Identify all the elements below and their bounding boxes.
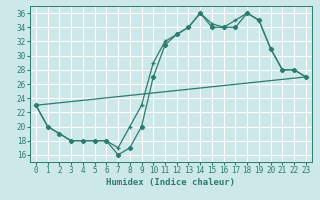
X-axis label: Humidex (Indice chaleur): Humidex (Indice chaleur) bbox=[106, 178, 236, 187]
